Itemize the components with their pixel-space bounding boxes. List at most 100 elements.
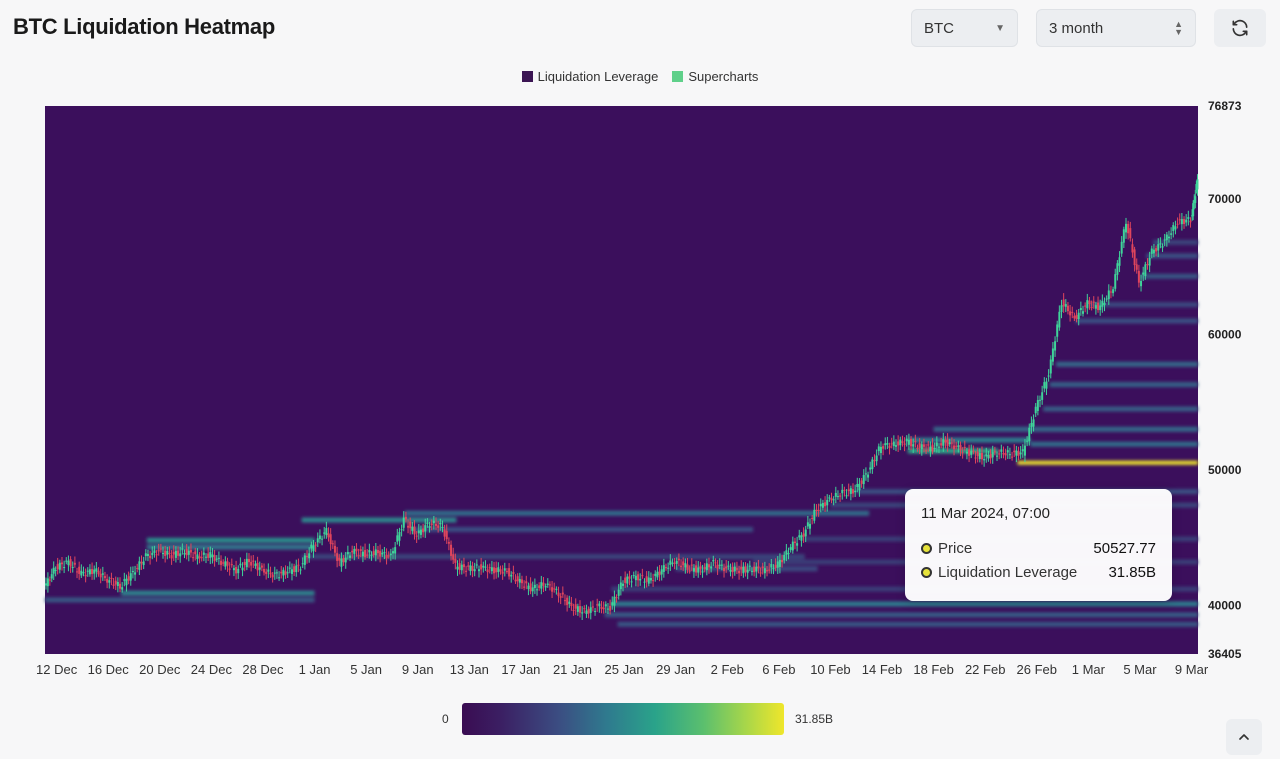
candle-body [1122,229,1125,243]
liquidation-band [1043,406,1198,412]
candle-body [652,580,655,582]
candle-body [1088,300,1091,305]
candle-body [884,443,887,446]
candle-body [462,564,465,568]
candle-body [585,610,588,614]
candle-body [1129,228,1132,239]
candle-body [80,570,83,576]
candle-body [372,551,375,556]
candle-body [247,558,250,563]
liquidation-band [1030,441,1198,447]
liquidation-band [611,586,1198,592]
candle-body [1032,419,1035,427]
candle-body [748,565,751,567]
candle-body [626,576,629,584]
candle-body [540,582,543,589]
range-select[interactable]: 3 month ▲ ▼ [1036,9,1196,47]
candle-body [871,459,874,470]
candle-body [955,445,958,447]
candle-body [611,602,614,606]
candle-body [131,571,134,573]
candle-body [196,554,199,560]
candle-body [1004,453,1007,456]
candle-body [430,523,433,526]
candle-body [619,582,622,590]
candle-body [183,553,186,555]
x-tick-label: 29 Jan [656,662,695,677]
up-down-arrows-icon: ▲ ▼ [1174,19,1183,37]
candle-body [97,570,100,575]
candle-body [959,444,962,451]
candle-body [1176,223,1179,225]
candle-body [766,570,769,572]
liquidation-band [604,612,1198,618]
candle-body [879,446,882,454]
x-tick-label: 13 Jan [450,662,489,677]
candle-body [151,552,154,556]
candle-body [321,538,324,540]
candle-body [209,552,212,558]
candle-body [1187,217,1190,219]
candle-body [533,584,536,589]
candle-body [48,579,51,581]
candle-body [146,553,149,557]
candle-body [953,445,956,450]
candle-body [381,552,384,555]
candle-body [864,473,867,475]
candle-body [589,607,592,613]
coin-select[interactable]: BTC ▼ [911,9,1018,47]
legend-item-supercharts[interactable]: Supercharts [672,69,758,84]
candle-body [69,559,72,567]
candle-body [819,503,822,507]
candle-body [968,449,971,456]
candle-body [263,568,266,573]
candle-body [1120,241,1123,254]
candle-body [1109,291,1112,293]
candle-body [258,567,261,570]
candle-body [280,571,283,574]
candle-body [282,569,285,576]
candle-body [570,603,573,607]
candle-body [1011,456,1014,458]
candle-body [669,560,672,565]
candle-body [392,551,395,554]
candle-body [84,574,87,577]
candle-body [273,572,276,574]
y-axis: 76873 70000 60000 50000 40000 36405 [1208,99,1242,661]
candle-body [905,438,908,442]
candle-body [471,565,474,571]
candle-body [576,606,579,612]
candle-body [910,438,913,447]
candle-body [497,567,500,573]
candle-body [985,454,988,457]
candle-body [1069,311,1072,316]
candle-body [793,541,796,543]
candle-body [920,444,923,450]
candle-body [441,527,444,529]
candle-body [226,561,229,566]
candle-body [735,568,738,570]
candle-body [991,452,994,458]
candle-body [1174,226,1177,230]
candle-body [82,572,85,574]
legend-item-liquidation[interactable]: Liquidation Leverage [521,69,658,84]
candle-body [1047,375,1050,377]
scroll-top-button[interactable] [1226,719,1262,755]
candle-body [1133,249,1136,266]
candle-body [306,556,309,558]
candle-body [103,576,106,579]
liquidation-band [617,621,1198,627]
candle-body [400,529,403,531]
candle-body [993,451,996,453]
candle-body [525,581,528,584]
x-tick-label: 16 Dec [88,662,130,677]
candle-body [886,442,889,445]
refresh-button[interactable] [1214,9,1266,47]
candle-body [265,571,268,575]
candle-body [787,553,790,555]
candle-body [239,563,242,566]
candle-body [965,451,968,454]
candle-body [677,558,680,561]
candle-body [114,580,117,585]
candle-body [980,452,983,460]
